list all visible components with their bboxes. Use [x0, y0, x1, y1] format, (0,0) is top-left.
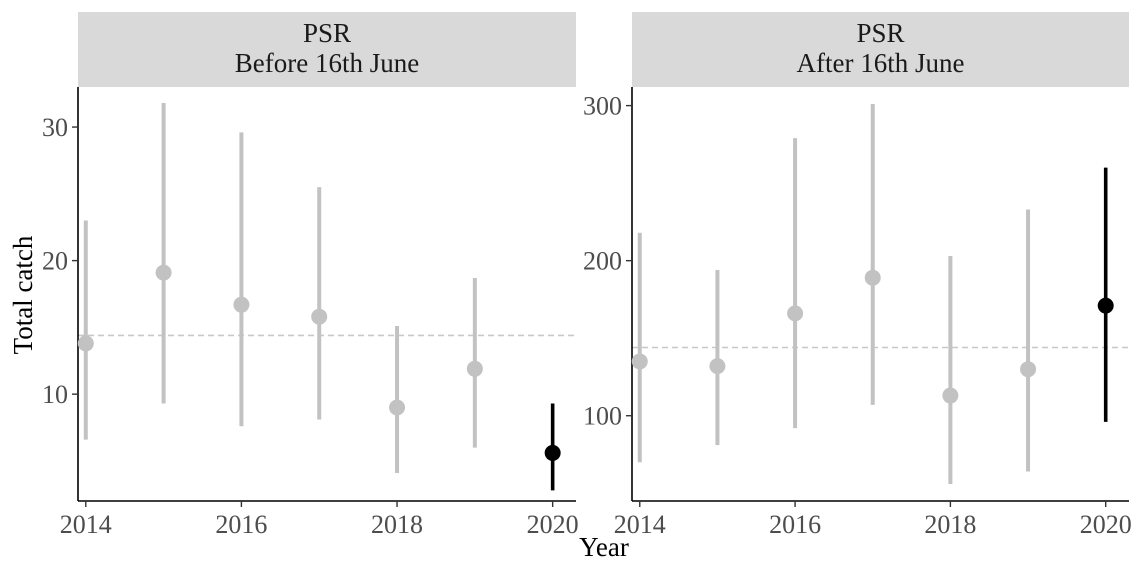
x-tick-label: 2020	[527, 510, 579, 539]
data-point-2016	[233, 296, 250, 313]
y-tick-label: 300	[583, 92, 622, 121]
x-tick-label: 2018	[924, 510, 976, 539]
facet-title: PSR	[856, 18, 904, 48]
data-point-2014	[77, 335, 94, 352]
data-point-2018	[389, 399, 406, 416]
x-tick-label: 2020	[1080, 510, 1132, 539]
data-point-2017	[311, 308, 328, 325]
data-point-2018	[942, 387, 959, 404]
y-tick-label: 10	[42, 380, 68, 409]
data-point-2017	[864, 269, 881, 286]
facet-subtitle: Before 16th June	[235, 48, 419, 78]
facet-strip	[632, 12, 1129, 87]
y-tick-label: 200	[583, 247, 622, 276]
data-point-2015	[709, 358, 726, 375]
x-tick-label: 2016	[215, 510, 267, 539]
y-tick-label: 30	[42, 113, 68, 142]
data-point-2016	[787, 305, 804, 322]
x-tick-label: 2014	[60, 510, 112, 539]
facet-subtitle: After 16th June	[797, 48, 965, 78]
facet-title: PSR	[303, 18, 351, 48]
x-tick-label: 2014	[614, 510, 666, 539]
data-point-2019	[466, 360, 483, 377]
data-point-2019	[1020, 361, 1037, 378]
y-tick-label: 100	[583, 402, 622, 431]
facet-strip	[78, 12, 576, 87]
data-point-2015	[155, 264, 172, 281]
x-tick-label: 2016	[769, 510, 821, 539]
data-point-2014	[631, 353, 648, 370]
data-point-2020	[544, 444, 561, 461]
x-axis-title: Year	[579, 532, 629, 560]
y-tick-label: 20	[42, 247, 68, 276]
y-axis-title: Total catch	[8, 235, 38, 354]
data-point-2020	[1097, 297, 1114, 314]
x-tick-label: 2018	[371, 510, 423, 539]
